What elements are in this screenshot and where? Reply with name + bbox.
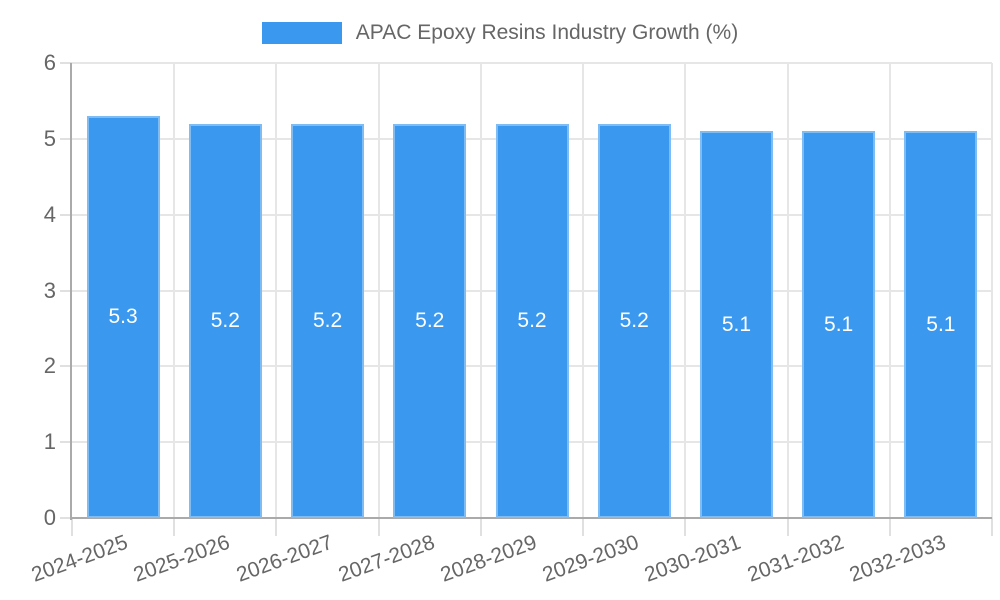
- x-axis-tick: [71, 518, 73, 536]
- y-axis-tick: [60, 517, 72, 519]
- legend-swatch: [261, 22, 342, 44]
- legend-label: APAC Epoxy Resins Industry Growth (%): [355, 21, 739, 44]
- bar[interactable]: [291, 123, 365, 518]
- gridline-x-2: [275, 63, 278, 518]
- gridline-x-6: [684, 63, 687, 518]
- gridline-y-6: [72, 62, 992, 64]
- bar-value-label: 5.2: [312, 308, 343, 332]
- bar-value-label: 5.1: [721, 312, 752, 336]
- gridline-x-8: [888, 63, 891, 518]
- bar-value-label: 5.2: [415, 308, 445, 332]
- bar[interactable]: [495, 123, 569, 518]
- y-axis-tick-label: 2: [43, 353, 56, 379]
- gridline-x-7: [786, 63, 789, 518]
- bar[interactable]: [699, 131, 773, 518]
- bar-value-label: 5.2: [619, 308, 649, 332]
- y-axis-tick: [60, 213, 72, 216]
- y-axis-tick-label: 1: [43, 429, 56, 455]
- gridline-x-3: [377, 63, 380, 518]
- y-axis-tick-label: 4: [43, 201, 56, 227]
- bar[interactable]: [597, 123, 671, 518]
- legend[interactable]: APAC Epoxy Resins Industry Growth (%): [0, 19, 1000, 47]
- y-axis-tick-label: 5: [43, 125, 56, 151]
- x-axis-tick: [377, 518, 380, 536]
- y-axis-tick-label: 3: [43, 277, 56, 303]
- y-axis-line: [70, 63, 72, 520]
- gridline-x-5: [582, 63, 585, 518]
- bar[interactable]: [802, 131, 876, 518]
- bar-value-label: 5.2: [210, 308, 240, 332]
- x-axis-tick: [888, 518, 891, 536]
- y-axis-tick: [60, 137, 72, 140]
- y-axis-tick: [60, 365, 72, 368]
- x-axis-tick: [684, 518, 687, 536]
- y-axis-tick-label: 0: [43, 505, 56, 530]
- gridline-x-4: [479, 63, 482, 518]
- bar[interactable]: [188, 123, 262, 518]
- bar[interactable]: [904, 131, 978, 518]
- x-axis-tick: [479, 518, 482, 536]
- gridline-x-1: [173, 63, 176, 518]
- x-axis-line: [70, 517, 992, 519]
- y-axis-tick-label: 6: [43, 50, 56, 75]
- y-axis-tick: [60, 441, 72, 444]
- y-axis-tick: [60, 289, 72, 292]
- x-axis-tick: [786, 518, 789, 536]
- bar[interactable]: [393, 123, 467, 518]
- bar[interactable]: [86, 116, 160, 518]
- x-axis-tick: [173, 518, 176, 536]
- bar-value-label: 5.1: [926, 312, 956, 336]
- bar-value-label: 5.2: [517, 308, 547, 332]
- bar-value-label: 5.3: [108, 305, 138, 329]
- x-axis-tick: [275, 518, 278, 536]
- x-axis-tick: [991, 518, 993, 536]
- gridline-x-9: [991, 63, 993, 518]
- bar-value-label: 5.1: [824, 312, 854, 336]
- x-axis-tick: [582, 518, 585, 536]
- y-axis-tick: [60, 62, 72, 64]
